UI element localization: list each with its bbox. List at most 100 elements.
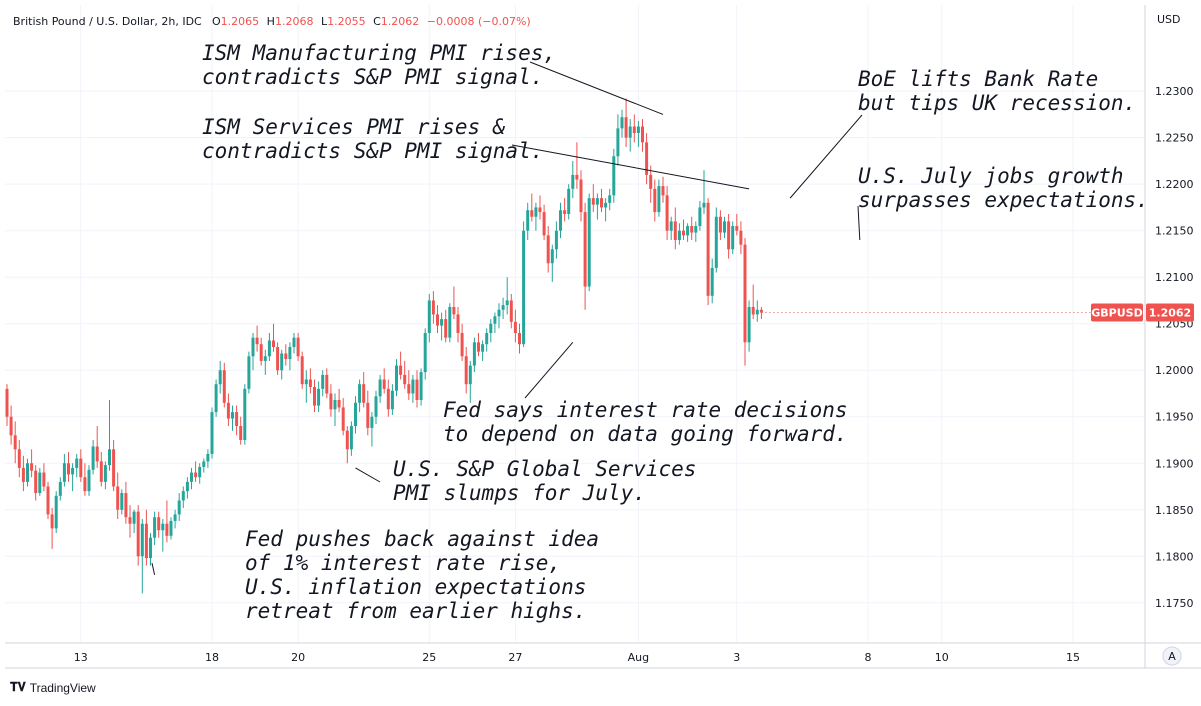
candle — [641, 119, 644, 152]
candle-body — [251, 337, 255, 357]
candle — [116, 472, 120, 520]
close-value: 1.2062 — [381, 15, 420, 28]
candle-body — [751, 306, 755, 315]
low-label: L — [321, 15, 328, 28]
annotation-line: but tips UK recession. — [858, 91, 1136, 115]
candle-body — [395, 365, 398, 391]
candle — [743, 238, 747, 366]
candle-body — [436, 314, 439, 326]
candle-body — [657, 186, 661, 213]
candle — [132, 509, 136, 534]
candle — [149, 533, 152, 566]
candle — [173, 509, 177, 529]
candle — [169, 517, 173, 540]
candle-body — [698, 207, 702, 227]
candle — [263, 349, 267, 375]
price-tick-label: 1.1750 — [1155, 597, 1194, 610]
candle — [276, 342, 280, 375]
open-value: 1.2065 — [221, 15, 260, 28]
candle — [325, 368, 329, 399]
candle — [489, 319, 493, 343]
auto-scale-circle[interactable] — [1162, 646, 1182, 666]
candle-body — [419, 372, 423, 400]
candle-body — [645, 142, 649, 175]
candle-body — [210, 412, 214, 454]
candle-body — [71, 467, 75, 475]
candle — [194, 461, 198, 482]
candle — [481, 340, 485, 361]
currency-label: USD — [1157, 13, 1181, 26]
candle-body — [522, 230, 526, 345]
candle-body — [333, 400, 337, 410]
candle — [140, 519, 144, 594]
candle-body — [255, 337, 259, 345]
candle-body — [407, 384, 411, 394]
branding[interactable]: 𝐓𝐕 TradingView — [10, 680, 96, 695]
annotation-line: PMI slumps for July. — [393, 481, 646, 505]
candle — [444, 309, 448, 343]
candle-body — [325, 374, 329, 394]
candle — [247, 351, 251, 394]
candle — [399, 351, 403, 380]
candle — [341, 398, 345, 436]
candle — [280, 349, 284, 380]
candle — [235, 405, 239, 436]
candle-body — [292, 337, 296, 347]
candle-body — [194, 472, 198, 478]
candle-body — [354, 402, 357, 427]
candle — [472, 337, 476, 373]
candle-body — [669, 221, 673, 231]
candle — [673, 207, 677, 250]
header-symbol[interactable]: British Pound / U.S. Dollar, 2h, IDC — [13, 15, 202, 28]
candle-body — [403, 374, 407, 385]
candle — [161, 519, 165, 552]
candle-body — [103, 465, 107, 482]
candle — [595, 193, 599, 220]
candle-body — [17, 449, 21, 468]
candle — [214, 379, 218, 417]
candle — [288, 342, 292, 371]
candle — [534, 202, 538, 231]
candle — [313, 379, 316, 413]
candle — [13, 421, 17, 464]
price-tick-label: 1.1850 — [1155, 504, 1194, 517]
candle-body — [649, 174, 653, 189]
candle — [600, 188, 603, 213]
candle — [682, 219, 685, 240]
candle-body — [329, 393, 333, 410]
candle-body — [26, 463, 29, 482]
candle — [522, 221, 526, 347]
candle-body — [628, 126, 632, 138]
candle-body — [604, 202, 608, 208]
candle-body — [546, 235, 550, 264]
candle-body — [743, 244, 747, 343]
candle-body — [714, 216, 718, 268]
candle-body — [608, 195, 612, 203]
candle-body — [157, 517, 161, 531]
candle — [559, 202, 562, 239]
candle-body — [677, 230, 681, 240]
candle — [706, 198, 710, 306]
close-label: C — [373, 15, 381, 28]
candle-body — [468, 365, 472, 385]
candle-body — [21, 467, 25, 482]
candle — [267, 333, 271, 361]
candle — [636, 120, 640, 147]
price-badge-label: 1.2062 — [1149, 307, 1191, 320]
candle-body — [198, 466, 202, 478]
candle — [563, 198, 567, 222]
candle-body — [661, 186, 665, 196]
annotation-line: U.S. S&P Global Services — [393, 457, 696, 481]
candle — [714, 207, 718, 273]
candle-body — [87, 469, 91, 492]
auto-scale-button[interactable]: A — [1162, 646, 1182, 666]
candle-body — [526, 210, 530, 231]
candle — [251, 333, 255, 371]
auto-scale-label[interactable]: A — [1168, 650, 1176, 663]
symbol-badge-label: GBPUSD — [1091, 307, 1142, 320]
candle — [440, 312, 444, 341]
candle — [259, 337, 263, 366]
candle — [579, 170, 583, 222]
candle-body — [67, 463, 70, 475]
